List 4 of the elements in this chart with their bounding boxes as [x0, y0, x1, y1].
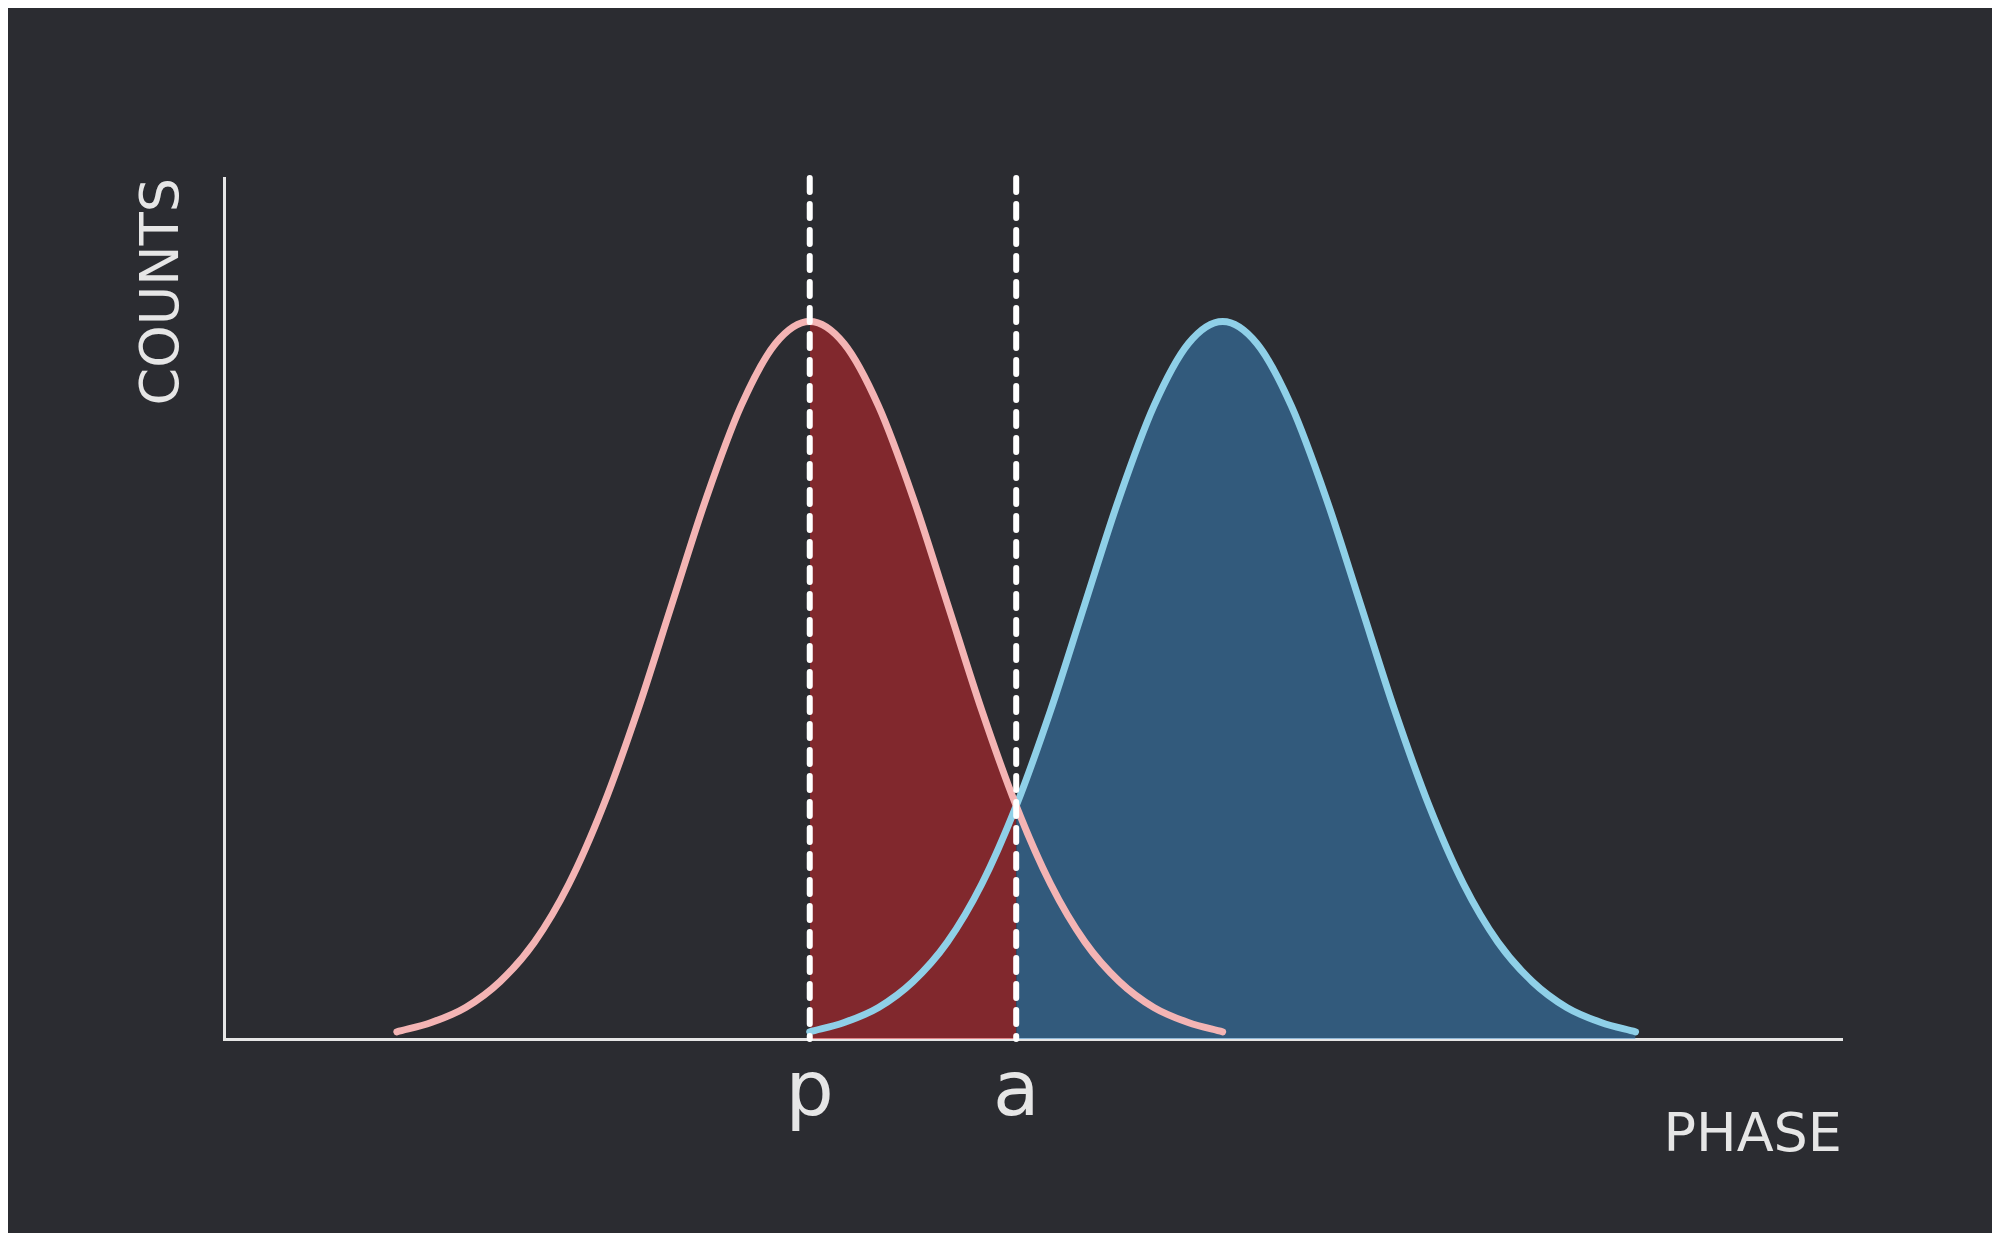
x-tick-label: a	[992, 1044, 1040, 1134]
y-axis-title: COUNTS	[128, 178, 192, 406]
x-tick-label: p	[785, 1044, 834, 1134]
x-axis-title: PHASE	[1663, 1100, 1842, 1164]
